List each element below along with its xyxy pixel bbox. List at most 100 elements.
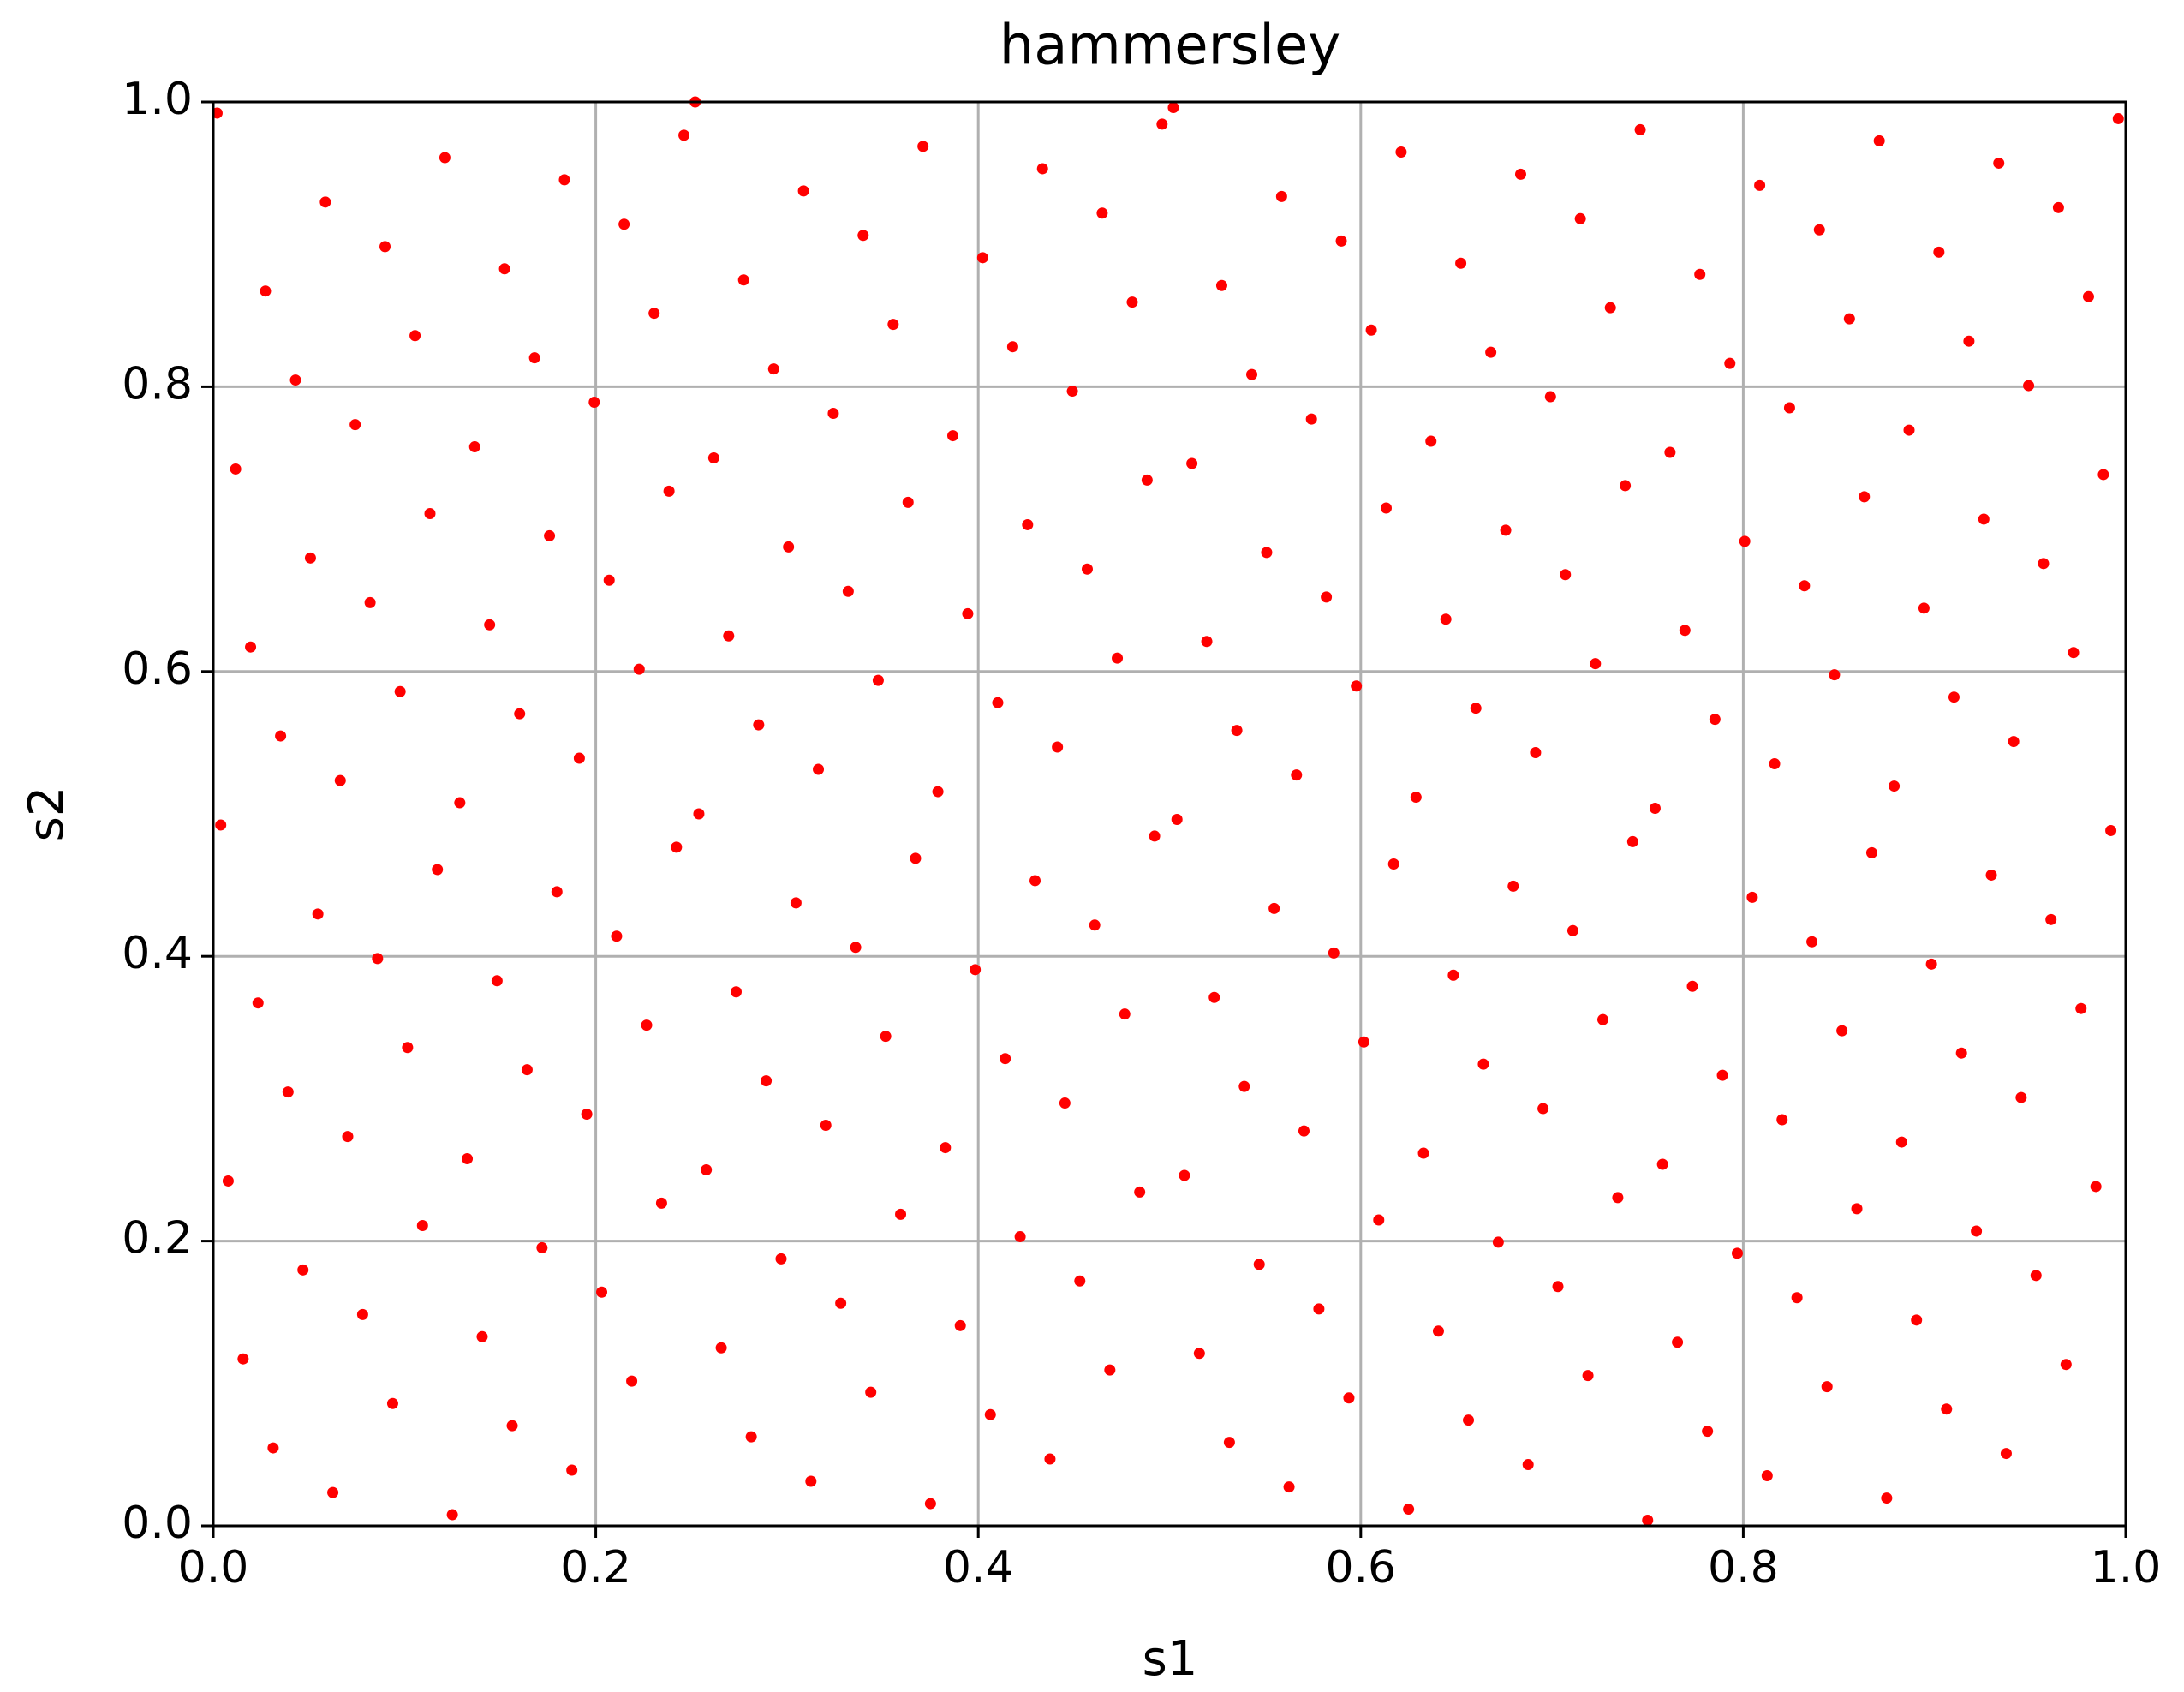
point	[895, 1208, 907, 1220]
point	[297, 1264, 309, 1276]
point	[1821, 1381, 1833, 1393]
point	[1626, 835, 1638, 847]
point	[655, 1197, 667, 1209]
y-tick-label: 0.8	[122, 358, 193, 410]
point	[2000, 1448, 2012, 1460]
point	[1335, 235, 1347, 247]
point	[484, 619, 496, 631]
point	[1806, 936, 1818, 948]
point	[970, 964, 982, 976]
point	[409, 330, 421, 342]
point	[648, 308, 660, 320]
point	[1530, 747, 1542, 759]
point	[626, 1375, 638, 1387]
point	[2052, 201, 2064, 213]
point	[1769, 757, 1781, 769]
point	[1066, 386, 1078, 398]
point	[1298, 1125, 1310, 1137]
point	[1291, 769, 1303, 781]
point	[1560, 569, 1572, 581]
point	[1686, 980, 1698, 992]
point	[1455, 257, 1467, 269]
point	[1492, 1236, 1504, 1248]
point	[349, 419, 361, 431]
point	[432, 864, 444, 876]
point	[596, 1286, 608, 1298]
point	[947, 430, 959, 442]
point	[1649, 803, 1661, 815]
point	[379, 241, 391, 253]
point	[544, 529, 556, 541]
point	[1724, 357, 1736, 369]
point	[850, 942, 862, 954]
y-tick-label: 0.2	[122, 1213, 193, 1265]
point	[454, 797, 466, 809]
point	[618, 218, 630, 230]
point	[1387, 858, 1399, 870]
point	[962, 607, 974, 619]
point	[1000, 1053, 1011, 1065]
point	[797, 185, 809, 197]
point	[707, 452, 719, 463]
point	[1596, 1013, 1608, 1025]
point	[1275, 190, 1287, 202]
point	[663, 485, 675, 497]
point	[1993, 157, 2005, 169]
point	[1395, 146, 1407, 158]
point	[1985, 869, 1997, 881]
point	[2097, 469, 2109, 481]
point	[1582, 1370, 1594, 1382]
point	[827, 407, 839, 419]
point	[1813, 224, 1825, 236]
point	[356, 1308, 368, 1320]
point	[468, 441, 480, 453]
point	[731, 986, 743, 998]
x-tick-label: 0.0	[178, 1542, 249, 1593]
point	[783, 541, 795, 553]
point	[1925, 958, 1937, 970]
point	[1948, 691, 1960, 703]
point	[1343, 1392, 1355, 1404]
point	[1634, 123, 1646, 135]
point	[2060, 1359, 2072, 1371]
point	[1432, 1325, 1444, 1337]
point	[1604, 302, 1616, 314]
y-tick-label: 0.0	[122, 1498, 193, 1549]
point	[2090, 1181, 2102, 1193]
x-tick-label: 0.4	[943, 1542, 1014, 1593]
point	[1761, 1469, 1773, 1481]
point	[2030, 1270, 2042, 1282]
point	[1246, 368, 1258, 380]
point	[1620, 480, 1632, 492]
point	[1918, 602, 1930, 614]
point	[304, 552, 316, 564]
point	[1149, 830, 1161, 842]
point	[1903, 424, 1915, 436]
point	[267, 1442, 279, 1454]
point	[1373, 1214, 1385, 1226]
point	[439, 152, 451, 164]
point	[940, 1142, 952, 1154]
point	[910, 852, 922, 864]
point	[641, 1019, 653, 1031]
point	[633, 663, 645, 675]
point	[1702, 1426, 1714, 1438]
point	[506, 1420, 518, 1432]
point	[372, 953, 384, 965]
point	[1036, 163, 1048, 175]
point	[1380, 502, 1392, 514]
point	[1440, 613, 1452, 625]
point	[1006, 341, 1018, 353]
point	[1881, 1492, 1893, 1504]
point	[498, 263, 510, 275]
point	[1167, 101, 1179, 113]
point	[2075, 1002, 2087, 1014]
point	[1321, 591, 1333, 603]
point	[701, 1164, 713, 1175]
point	[2112, 112, 2124, 124]
point	[1171, 813, 1183, 825]
point	[1022, 518, 1034, 530]
point	[573, 752, 585, 764]
point	[1215, 279, 1227, 291]
point	[1463, 1414, 1475, 1426]
